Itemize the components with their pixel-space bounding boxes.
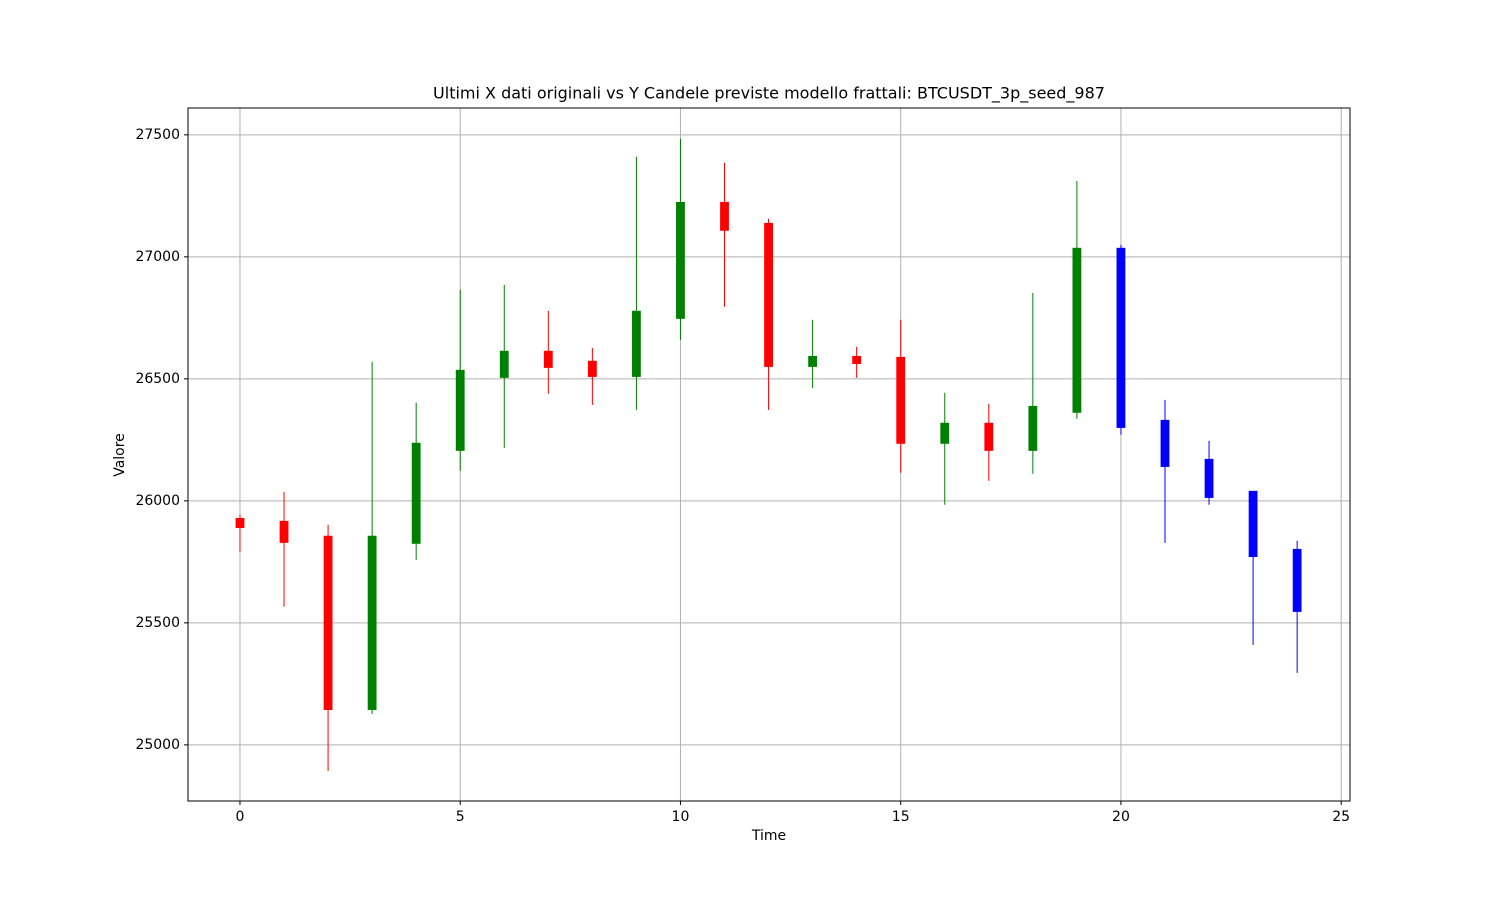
candle-body <box>632 310 641 377</box>
candle-body <box>1028 405 1038 451</box>
candle-body <box>1204 458 1214 498</box>
candle-body <box>411 442 421 544</box>
candle-body <box>764 222 773 367</box>
y-tick-label: 25500 <box>135 615 180 631</box>
candle-body <box>1248 490 1258 557</box>
candle-body <box>587 360 597 377</box>
candle-body <box>455 369 465 451</box>
x-tick-label: 25 <box>1332 809 1350 825</box>
x-axis-label: Time <box>751 828 786 844</box>
x-tick-label: 10 <box>672 809 690 825</box>
candle-body <box>279 520 289 543</box>
candle-body <box>676 201 685 319</box>
candle-body <box>367 535 377 710</box>
candle-body <box>1072 247 1082 413</box>
candle-body <box>1116 247 1126 428</box>
y-tick-label: 27000 <box>135 249 180 265</box>
candle-body <box>940 422 950 444</box>
candle-body <box>720 201 729 231</box>
candle-body <box>852 355 862 364</box>
y-tick-label: 27500 <box>135 127 180 143</box>
candle-body <box>1292 548 1302 612</box>
candle-body <box>235 517 245 528</box>
x-tick-label: 15 <box>892 809 910 825</box>
y-tick-label: 25000 <box>135 737 180 753</box>
plot-frame <box>187 107 1351 802</box>
chart-title: Ultimi X dati originali vs Y Candele pre… <box>433 84 1105 104</box>
y-tick-label: 26000 <box>135 493 180 509</box>
x-tick-label: 20 <box>1112 809 1130 825</box>
x-tick-label: 0 <box>236 809 245 825</box>
candle-body <box>808 355 818 367</box>
candle-body <box>323 535 333 710</box>
candle-body <box>896 356 906 444</box>
candle-body <box>499 350 509 378</box>
x-tick-label: 5 <box>456 809 465 825</box>
y-tick-label: 26500 <box>135 371 180 387</box>
candle-body <box>984 422 994 451</box>
candle-body <box>1160 419 1170 467</box>
y-axis-label: Valore <box>112 433 128 477</box>
candle-body <box>543 350 553 368</box>
